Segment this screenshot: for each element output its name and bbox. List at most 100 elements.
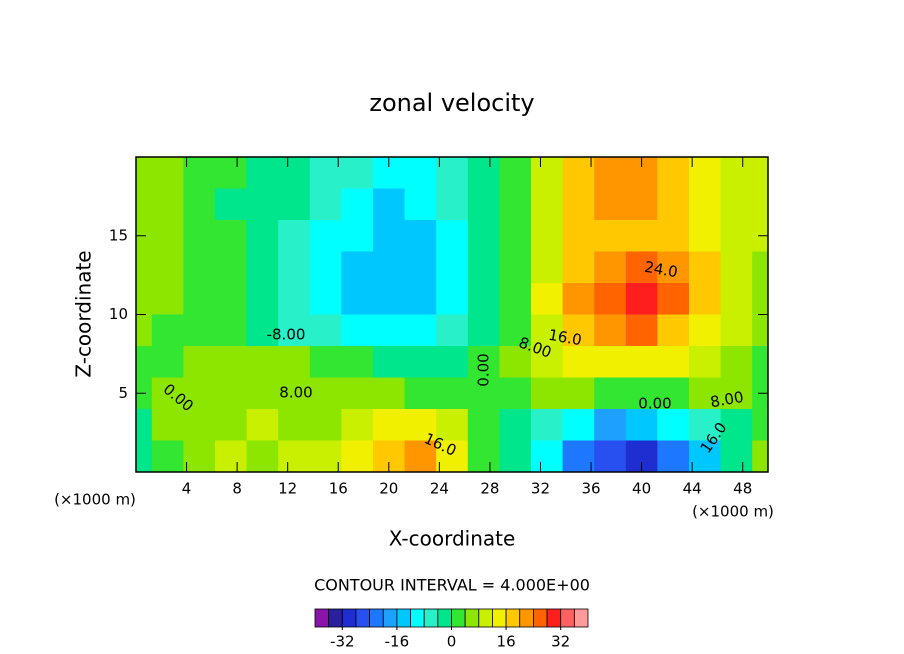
field-cell [594, 251, 627, 284]
chart-title: zonal velocity [369, 89, 534, 117]
field-cell [246, 251, 279, 284]
field-cell [689, 220, 722, 252]
field-cell [436, 283, 469, 315]
field-cell [183, 188, 216, 221]
contour-label: 0.00 [475, 353, 493, 386]
field-cell [436, 346, 469, 378]
field-cell [278, 377, 311, 410]
field-cell [752, 409, 768, 441]
field-cell [752, 251, 768, 284]
colorbar-box [546, 608, 562, 628]
field-cell [594, 157, 627, 189]
field-cell [752, 314, 768, 347]
field-cell [341, 157, 374, 189]
field-cell [215, 157, 248, 189]
field-cell [562, 346, 595, 378]
field-cell [752, 157, 768, 189]
contour-field [136, 157, 768, 472]
field-cell [151, 440, 184, 472]
field-cell [309, 409, 342, 441]
field-cell [436, 220, 469, 252]
field-cell [183, 409, 216, 441]
colorbar-box [451, 608, 466, 628]
field-cell [404, 346, 437, 378]
colorbar-tick-label: -32 [330, 633, 355, 651]
field-cell [562, 188, 595, 221]
field-cell [151, 251, 184, 284]
field-cell [562, 409, 595, 441]
field-cell [246, 314, 279, 347]
field-cell [215, 220, 248, 252]
field-cell [752, 440, 768, 472]
contour-label: 16.0 [547, 326, 583, 350]
field-cell [309, 283, 342, 315]
colorbar-tick-label: 0 [447, 633, 457, 651]
field-cell [373, 409, 406, 441]
field-cell [151, 377, 184, 410]
field-cell [436, 157, 469, 189]
field-cell [151, 346, 184, 378]
colorbar-box [560, 608, 575, 628]
field-cell [309, 346, 342, 378]
field-cell [689, 157, 722, 189]
field-cell [341, 283, 374, 315]
field-cell [467, 157, 500, 189]
field-cell [499, 251, 532, 284]
field-cell [215, 346, 248, 378]
field-cell [215, 440, 248, 472]
field-cell [594, 220, 627, 252]
field-cell [215, 283, 248, 315]
field-cell [404, 220, 437, 252]
field-cell [625, 377, 658, 410]
field-cell [373, 251, 406, 284]
field-cell [341, 251, 374, 284]
colorbar-tick-label: 32 [551, 633, 570, 651]
field-cell [215, 251, 248, 284]
field-cell [689, 377, 722, 410]
field-cell [404, 377, 437, 410]
field-cell [151, 283, 184, 315]
field-cell [436, 409, 469, 441]
field-cell [720, 377, 753, 410]
colorbar-box [355, 608, 371, 628]
field-cell [215, 409, 248, 441]
field-cell [657, 251, 690, 284]
field-cell [136, 157, 153, 189]
field-cell [752, 346, 768, 378]
field-cell [136, 251, 153, 284]
contour-label: 8.00 [709, 388, 745, 412]
field-cell [625, 314, 658, 347]
x-tick-label: 32 [531, 480, 550, 498]
field-cell [341, 220, 374, 252]
field-cell [373, 220, 406, 252]
colorbar-box [478, 608, 493, 628]
x-tick-label: 16 [329, 480, 348, 498]
field-cell [278, 157, 311, 189]
field-cell [720, 157, 753, 189]
field-cell [689, 283, 722, 315]
field-cell [183, 346, 216, 378]
field-cell [278, 251, 311, 284]
field-cell [278, 220, 311, 252]
field-cell [373, 188, 406, 221]
field-cell [215, 314, 248, 347]
colorbar-box [369, 608, 384, 628]
field-cell [278, 346, 311, 378]
field-cell [531, 409, 564, 441]
field-cell [467, 283, 500, 315]
field-cell [404, 314, 437, 347]
field-cell [467, 377, 500, 410]
field-cell [246, 346, 279, 378]
field-cell [467, 314, 500, 347]
colorbar-box [314, 608, 330, 628]
field-cell [689, 409, 722, 441]
field-cell [278, 314, 311, 347]
field-cell [404, 283, 437, 315]
x-unit-label: (×1000 m) [692, 503, 774, 521]
contour-label: 8.00 [279, 384, 312, 402]
y-unit-label: (×1000 m) [54, 491, 136, 509]
field-cell [183, 251, 216, 284]
field-cell [278, 283, 311, 315]
x-tick-label: 4 [182, 480, 192, 498]
field-cell [136, 409, 153, 441]
